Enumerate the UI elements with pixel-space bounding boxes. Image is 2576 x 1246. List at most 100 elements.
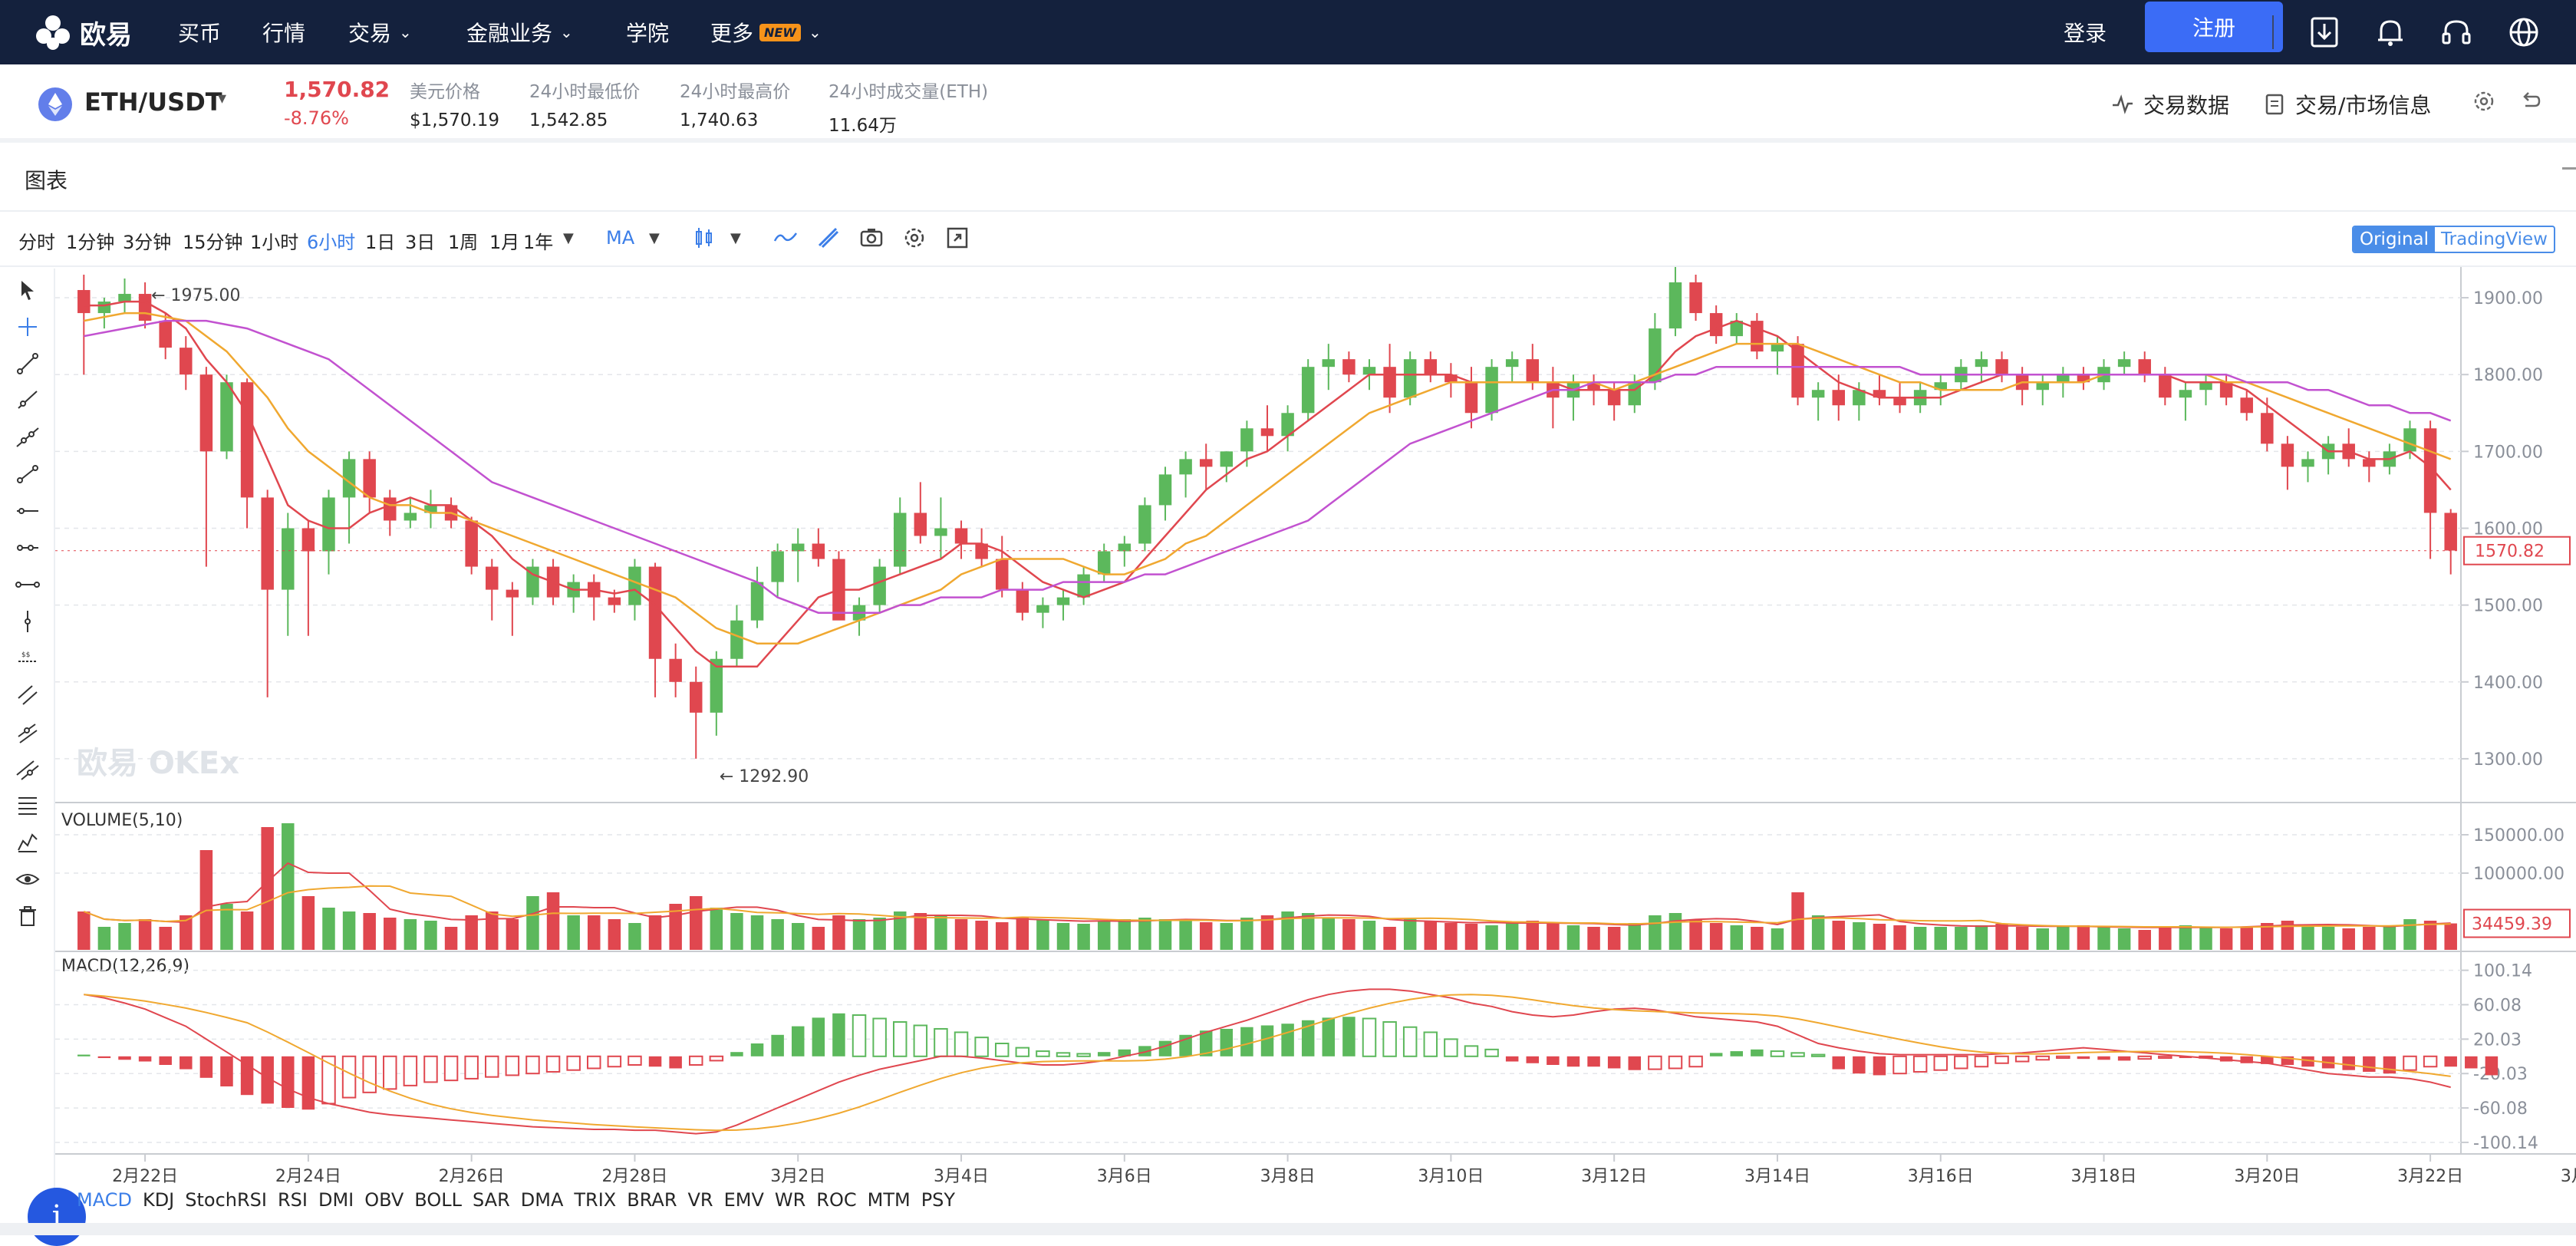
extended-line-icon[interactable] xyxy=(14,424,41,451)
candle-body xyxy=(934,528,947,536)
segment-line-icon[interactable] xyxy=(14,460,41,488)
chevron-down-icon[interactable]: ▼ xyxy=(563,230,574,246)
fullscreen-icon[interactable] xyxy=(944,224,971,252)
candle-body xyxy=(301,528,315,552)
trash-delete-icon[interactable] xyxy=(14,902,41,930)
timeframe-option[interactable]: 3分钟 xyxy=(123,232,172,253)
indicator-tab[interactable]: WR xyxy=(774,1189,806,1211)
volume-bar xyxy=(2363,927,2376,950)
indicator-tab[interactable]: OBV xyxy=(364,1189,404,1211)
candle-body xyxy=(1077,574,1090,598)
indicator-tab[interactable]: MTM xyxy=(867,1189,911,1211)
indicator-select[interactable]: MA xyxy=(606,227,635,249)
price-channel-icon[interactable] xyxy=(14,718,41,746)
parallel-channel-icon[interactable] xyxy=(14,681,41,709)
camera-icon[interactable] xyxy=(858,224,885,252)
timeframe-option[interactable]: 1小时 xyxy=(250,232,299,253)
nav-item[interactable]: 更多 NEW ⌄ xyxy=(710,0,822,64)
volume-bar xyxy=(1934,927,1947,950)
brand-logo[interactable]: 欧易 xyxy=(34,9,132,55)
indicator-tab[interactable]: TRIX xyxy=(574,1189,617,1211)
timeframe-option[interactable]: 1日 xyxy=(365,232,396,253)
fibonacci-icon[interactable] xyxy=(14,792,41,819)
indicator-tab[interactable]: KDJ xyxy=(142,1189,175,1211)
line-indicator-icon[interactable] xyxy=(772,224,799,252)
candle-body xyxy=(1751,321,1764,352)
trend-line-icon[interactable] xyxy=(14,350,41,377)
indicator-tab[interactable]: BOLL xyxy=(414,1189,462,1211)
cursor-arrow-icon[interactable] xyxy=(14,276,41,304)
volume-bar xyxy=(1322,918,1336,950)
indicator-tab[interactable]: DMA xyxy=(520,1189,564,1211)
indicator-tab[interactable]: RSI xyxy=(277,1189,308,1211)
trading-data-link[interactable]: 交易数据 xyxy=(2111,89,2229,120)
globe-icon[interactable] xyxy=(2504,12,2544,52)
timeframe-option[interactable]: 15分钟 xyxy=(183,232,243,253)
price-chart[interactable]: 1900.00 1800.00 1700.00 1600.00 1500.00 1400.… xyxy=(55,267,2576,1189)
chart-pattern-icon[interactable] xyxy=(14,829,41,856)
volume-bar xyxy=(301,896,315,950)
indicator-tab[interactable]: PSY xyxy=(921,1189,956,1211)
candle-body xyxy=(1587,382,1600,391)
headset-icon[interactable] xyxy=(2436,12,2476,52)
undo-icon[interactable] xyxy=(2518,89,2542,114)
macd-histogram-bar xyxy=(2179,1056,2192,1059)
market-info-link[interactable]: 交易/市场信息 xyxy=(2263,89,2431,120)
price-line-icon[interactable]: $$ xyxy=(14,644,41,672)
nav-item[interactable]: 金融业务 ⌄ xyxy=(466,0,573,64)
nav-item[interactable]: 买币 xyxy=(178,0,221,64)
candle-type-icon[interactable] xyxy=(690,224,718,252)
stat-24h-volume: 24小时成交量(ETH) 11.64万 xyxy=(828,77,988,137)
timeframe-option[interactable]: 1周 xyxy=(448,232,479,253)
volume-tick-label: 150000.00 xyxy=(2473,826,2564,846)
timeframe-option[interactable]: 1分钟 xyxy=(66,232,115,253)
chevron-down-icon[interactable]: ▼ xyxy=(649,230,660,246)
horizontal-segment-icon[interactable] xyxy=(14,571,41,598)
settings-gear-icon[interactable] xyxy=(901,224,928,252)
nav-item[interactable]: 学院 xyxy=(626,0,669,64)
settings-gear-icon[interactable] xyxy=(2472,89,2496,114)
eye-visibility-icon[interactable] xyxy=(14,865,41,893)
indicator-tab[interactable]: MACD xyxy=(77,1189,132,1211)
view-tradingview-tab[interactable]: TradingView xyxy=(2441,229,2548,249)
volume-bar xyxy=(1179,921,1192,950)
timeframe-option[interactable]: 1年 xyxy=(523,232,554,253)
chevron-down-icon[interactable]: ▾ xyxy=(218,89,227,108)
ray-line-icon[interactable] xyxy=(14,387,41,414)
stat-value: $1,570.19 xyxy=(410,110,500,130)
timeframe-option[interactable]: 分时 xyxy=(18,232,55,253)
login-link[interactable]: 登录 xyxy=(2064,21,2107,46)
volume-bar xyxy=(2321,927,2335,950)
timeframe-option[interactable]: 6小时 xyxy=(307,232,356,253)
nav-item-label: 行情 xyxy=(262,21,306,46)
nav-item[interactable]: 行情 xyxy=(262,0,305,64)
download-icon[interactable] xyxy=(2304,12,2344,52)
indicator-tab[interactable]: BRAR xyxy=(627,1189,677,1211)
timeframe-option[interactable]: 1月 xyxy=(489,232,520,253)
indicator-tab[interactable]: ROC xyxy=(816,1189,857,1211)
volume-bar xyxy=(893,911,907,950)
crosshair-icon[interactable] xyxy=(14,313,41,341)
macd-histogram-bar xyxy=(341,1055,357,1099)
indicator-tab[interactable]: SAR xyxy=(472,1189,510,1211)
indicator-tab[interactable]: EMV xyxy=(723,1189,764,1211)
chevron-down-icon[interactable]: ▼ xyxy=(730,230,741,246)
register-button[interactable]: 注册 xyxy=(2145,2,2283,52)
timeframe-option[interactable]: 3日 xyxy=(405,232,436,253)
parallel-line-icon[interactable] xyxy=(14,755,41,783)
drawing-ruler-icon[interactable] xyxy=(815,224,842,252)
nav-item[interactable]: 交易 ⌄ xyxy=(348,0,412,64)
macd-histogram-bar xyxy=(362,1055,377,1093)
indicator-tab[interactable]: StochRSI xyxy=(185,1189,267,1211)
trading-pair[interactable]: ETH/USDT xyxy=(84,87,222,117)
view-original-tab[interactable]: Original xyxy=(2354,227,2436,252)
panel-menu-icon[interactable] xyxy=(2562,167,2576,170)
indicator-tab[interactable]: VR xyxy=(687,1189,713,1211)
vertical-line-icon[interactable] xyxy=(14,608,41,635)
indicator-tab[interactable]: DMI xyxy=(318,1189,354,1211)
horizontal-line-icon[interactable] xyxy=(14,497,41,525)
volume-bar xyxy=(1118,919,1132,950)
bell-icon[interactable] xyxy=(2370,12,2410,52)
volume-last-box xyxy=(2463,908,2571,938)
horizontal-ray-icon[interactable] xyxy=(14,534,41,562)
